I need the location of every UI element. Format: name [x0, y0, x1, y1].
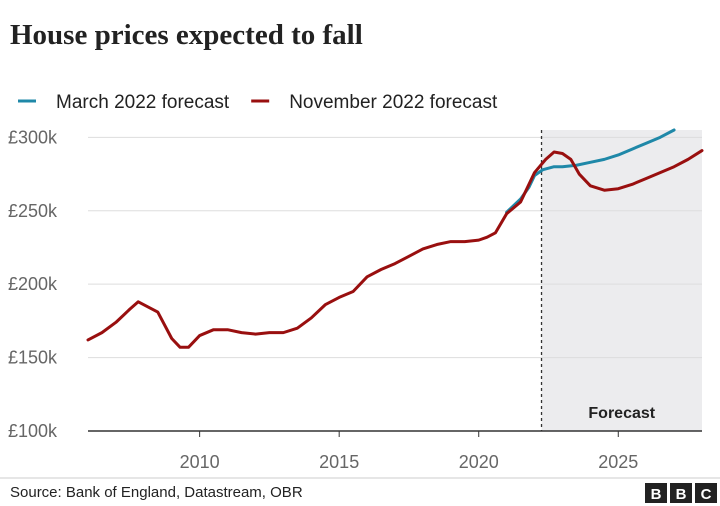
logo-letter: B — [651, 486, 662, 503]
logo-letter: B — [676, 486, 687, 503]
chart-title: House prices expected to fall — [10, 19, 363, 51]
x-tick-label: 2010 — [180, 452, 220, 472]
logo-box — [695, 483, 717, 503]
y-tick-label: £200k — [8, 274, 58, 294]
forecast-label: Forecast — [588, 405, 655, 422]
legend-label: November 2022 forecast — [289, 92, 498, 113]
x-tick-label: 2020 — [459, 452, 499, 472]
y-tick-label: £150k — [8, 348, 58, 368]
x-tick-label: 2015 — [319, 452, 359, 472]
y-tick-label: £250k — [8, 201, 58, 221]
source: Source: Bank of England, Datastream, OBR — [10, 484, 303, 501]
x-tick-label: 2025 — [598, 452, 638, 472]
logo-box — [670, 483, 692, 503]
y-tick-label: £300k — [8, 127, 58, 147]
legend-label: March 2022 forecast — [56, 92, 230, 113]
y-tick-label: £100k — [8, 421, 58, 441]
series-line — [86, 149, 704, 349]
forecast-region — [541, 130, 702, 431]
logo-letter: C — [701, 486, 712, 503]
logo-box — [645, 483, 667, 503]
